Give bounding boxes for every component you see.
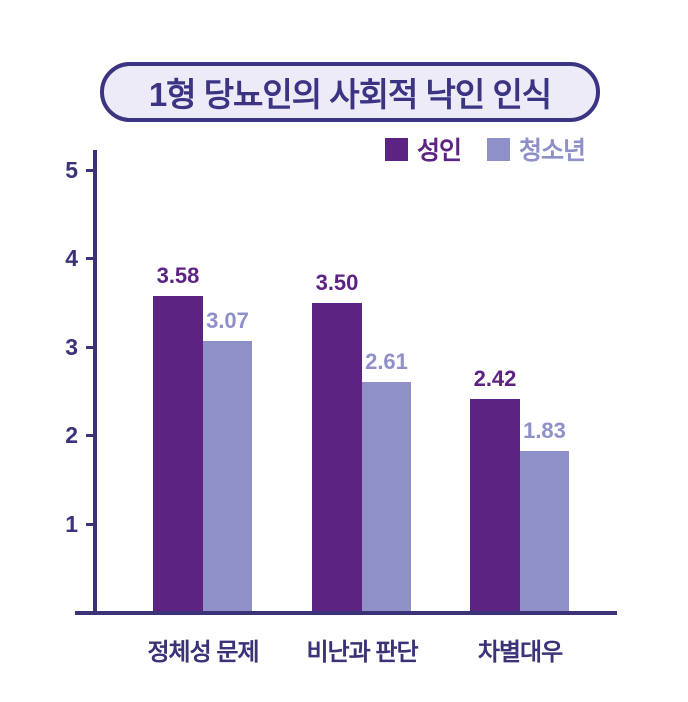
bar-value-label: 2.61 [365,348,408,374]
legend-swatch-youth [487,137,511,161]
legend-swatch-adult [385,137,408,161]
bar-value-label: 3.50 [315,269,359,295]
bar-adult [470,398,520,611]
legend: 성인 청소년 [385,136,586,165]
y-tick-mark [86,434,95,438]
y-tick-mark [86,257,95,261]
category-label: 차별대우 [477,639,563,666]
y-tick-label: 4 [65,245,78,272]
y-tick-label: 2 [65,422,78,449]
chart-title: 1형 당뇨인의 사회적 낙인 인식 [148,76,552,113]
legend-item-adult: 성인 [385,131,462,167]
bar-youth [520,450,569,611]
chart-title-pill: 1형 당뇨인의 사회적 낙인 인식 [100,62,600,122]
bar-value-label: 2.42 [473,365,517,391]
bar-value-label: 3.07 [206,307,249,333]
bar-adult [312,302,362,611]
bar-value-label: 1.83 [523,417,566,443]
x-axis-line [75,611,617,615]
y-tick-label: 1 [65,510,78,537]
y-tick-mark [86,168,95,172]
category-label: 비난과 판단 [306,639,418,666]
y-axis-line [93,150,97,615]
y-tick-mark [86,345,95,349]
legend-label-adult: 성인 [417,137,462,165]
y-tick-mark [86,522,95,526]
bar-youth [203,340,252,611]
category-label: 정체성 문제 [147,639,259,666]
legend-item-youth: 청소년 [487,131,586,167]
y-tick-label: 5 [65,156,78,183]
bar-youth [362,381,411,611]
bar-value-label: 3.58 [156,262,200,288]
bar-adult [153,295,203,611]
legend-label-youth: 청소년 [519,137,586,165]
y-tick-label: 3 [65,333,78,360]
